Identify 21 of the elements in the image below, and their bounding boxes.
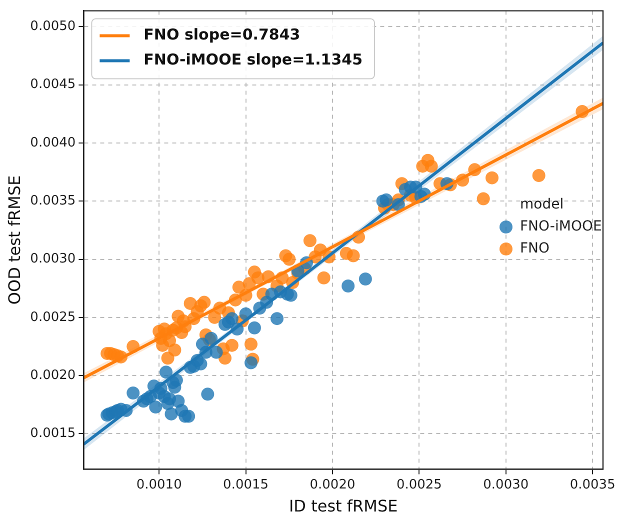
- y-tick-label: 0.0015: [30, 426, 76, 442]
- x-tick-label: 0.0030: [483, 477, 529, 492]
- y-tick-label: 0.0045: [30, 77, 76, 92]
- y-tick-label: 0.0040: [30, 135, 76, 150]
- x-tick-label: 0.0035: [570, 477, 616, 492]
- x-tick-label: 0.0020: [310, 477, 356, 492]
- y-axis-title: OOD test fRMSE: [4, 175, 24, 305]
- y-tick-label: 0.0035: [30, 193, 76, 208]
- x-axis-title: ID test fRMSE: [288, 496, 398, 516]
- y-tick-label: 0.0050: [30, 18, 76, 34]
- y-tick-label: 0.0020: [30, 368, 76, 383]
- x-tick-label: 0.0010: [136, 477, 182, 492]
- legend-label: FNO slope=0.7843: [144, 26, 300, 44]
- legend-label: FNO: [520, 240, 550, 257]
- y-tick-label: 0.0030: [30, 252, 76, 267]
- legend-label: FNO-iMOOE slope=1.1345: [144, 50, 363, 69]
- x-tick-label: 0.0015: [223, 477, 269, 492]
- legend-title: model: [520, 196, 564, 213]
- x-tick-label: 0.0025: [396, 477, 442, 492]
- legend-label: FNO-iMOOE: [520, 218, 602, 235]
- y-tick-label: 0.0025: [30, 310, 76, 325]
